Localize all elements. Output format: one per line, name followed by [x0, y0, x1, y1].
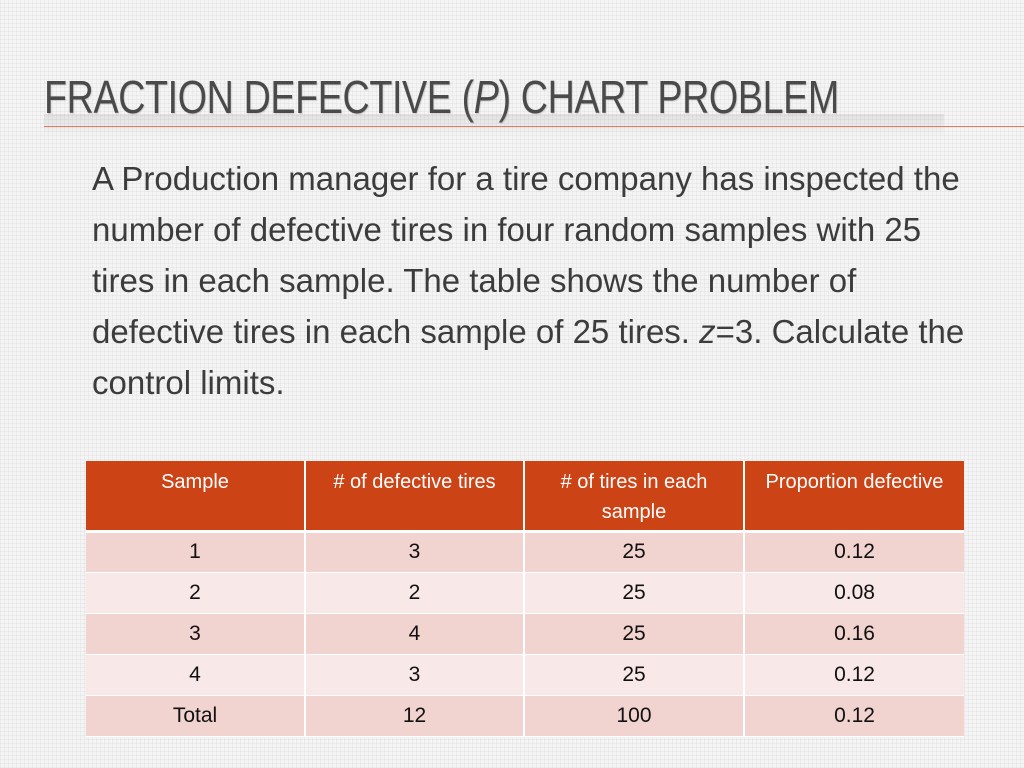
title-text-start: FRACTION DEFECTIVE (: [44, 71, 474, 123]
slide-title: FRACTION DEFECTIVE (P) CHART PROBLEM: [44, 70, 839, 124]
header-sample: Sample: [86, 461, 306, 533]
total-tires: 100: [524, 695, 745, 737]
problem-statement: A Production manager for a tire company …: [92, 153, 972, 408]
cell-tires: 25: [524, 531, 745, 573]
cell-proportion: 0.12: [744, 654, 964, 696]
cell-sample: 1: [86, 531, 306, 573]
cell-proportion: 0.08: [744, 572, 964, 614]
defects-table: Sample # of defective tires # of tires i…: [86, 461, 964, 737]
header-defective-count: # of defective tires: [305, 461, 525, 533]
cell-proportion: 0.16: [744, 613, 964, 655]
cell-sample: 2: [86, 572, 306, 614]
total-defective: 12: [305, 695, 525, 737]
problem-text-part1: A Production manager for a tire company …: [92, 160, 960, 350]
cell-tires: 25: [524, 654, 745, 696]
header-proportion-defective: Proportion defective: [744, 461, 964, 533]
table-total-row: Total 12 100 0.12: [86, 695, 964, 737]
title-p-symbol: P: [473, 71, 499, 123]
total-proportion: 0.12: [744, 695, 964, 737]
cell-sample: 4: [86, 654, 306, 696]
title-divider: [44, 126, 1024, 127]
header-tires-per-sample: # of tires in each sample: [524, 461, 745, 533]
title-text-end: ) CHART PROBLEM: [498, 71, 840, 123]
cell-defective: 2: [305, 572, 525, 614]
table-header-row: Sample # of defective tires # of tires i…: [86, 461, 964, 533]
problem-text-part2: =3. Calculate the control limits.: [92, 313, 965, 401]
table-row: 1 3 25 0.12: [86, 531, 964, 573]
cell-defective: 4: [305, 613, 525, 655]
z-symbol: z: [699, 313, 716, 350]
cell-defective: 3: [305, 654, 525, 696]
cell-sample: 3: [86, 613, 306, 655]
cell-proportion: 0.12: [744, 531, 964, 573]
cell-tires: 25: [524, 572, 745, 614]
table-row: 3 4 25 0.16: [86, 613, 964, 655]
table-row: 2 2 25 0.08: [86, 572, 964, 614]
table-row: 4 3 25 0.12: [86, 654, 964, 696]
cell-tires: 25: [524, 613, 745, 655]
cell-defective: 3: [305, 531, 525, 573]
total-label: Total: [86, 695, 306, 737]
